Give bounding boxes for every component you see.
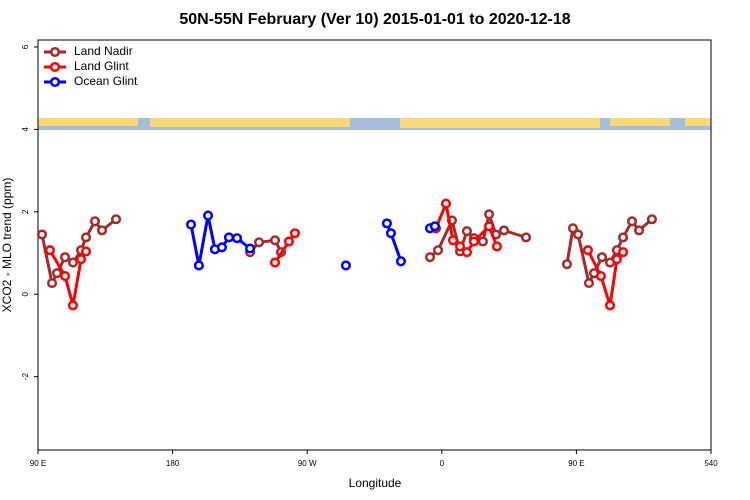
data-point (605, 300, 616, 311)
data-point (395, 256, 407, 267)
y-tick-label: -2 (21, 373, 30, 381)
data-point (484, 209, 495, 220)
x-tick-label: 90 W (298, 459, 317, 468)
data-point (47, 278, 58, 289)
x-tick-label: 540 (704, 459, 718, 468)
data-point (646, 214, 657, 225)
land-band (38, 118, 138, 126)
y-tick-label: 0 (21, 291, 30, 296)
data-point (67, 300, 79, 311)
x-tick-label: 180 (166, 459, 180, 468)
data-point (440, 198, 452, 209)
legend-marker (49, 76, 61, 88)
x-tick-label: 0 (440, 459, 445, 468)
data-point (520, 232, 532, 243)
data-point (223, 232, 235, 243)
data-point (567, 223, 579, 234)
data-point (44, 245, 56, 256)
land-band (150, 118, 350, 127)
data-point (461, 226, 472, 237)
data-point (216, 242, 228, 253)
y-tick-label: 6 (21, 44, 30, 49)
data-point (89, 216, 101, 227)
data-point (289, 228, 300, 239)
data-point (561, 259, 573, 270)
legend-label: Land Nadir (74, 44, 133, 58)
data-point (429, 221, 440, 232)
data-point (498, 225, 510, 236)
data-point (595, 271, 606, 282)
data-point (618, 247, 629, 258)
data-point (67, 257, 79, 268)
series-line (40, 212, 653, 285)
data-point (596, 252, 608, 263)
series-line (48, 202, 625, 307)
data-point (454, 241, 466, 252)
data-point (572, 229, 584, 240)
x-tick-label: 90 E (30, 459, 46, 468)
data-point (185, 219, 197, 230)
y-tick-label: 2 (21, 209, 30, 214)
data-point (634, 225, 645, 236)
data-point (618, 232, 629, 243)
data-point (447, 235, 459, 246)
data-point (385, 228, 397, 239)
data-point (36, 229, 48, 240)
land-band (610, 118, 670, 126)
legend-label: Ocean Glint (74, 74, 138, 88)
y-axis-label: XCO2 - MLO trend (ppm) (0, 178, 14, 313)
plot-frame (37, 39, 712, 451)
data-point (80, 232, 92, 243)
legend-marker (49, 61, 61, 73)
data-point (80, 246, 92, 257)
data-point (611, 254, 622, 265)
land-band (685, 118, 711, 126)
data-point (484, 221, 495, 232)
data-point (269, 257, 281, 268)
land-band (400, 118, 600, 128)
data-point (193, 260, 204, 271)
x-axis-label: Longitude (349, 476, 402, 490)
data-point (245, 243, 256, 254)
data-point (626, 216, 638, 227)
data-point (269, 235, 281, 246)
data-point (96, 225, 108, 236)
chart-title: 50N-55N February (Ver 10) 2015-01-01 to … (179, 11, 570, 28)
data-point (202, 210, 214, 221)
data-point (253, 237, 265, 248)
data-point (583, 278, 595, 289)
legend-marker (49, 46, 61, 58)
data-point (60, 252, 71, 263)
data-point (461, 247, 472, 258)
data-point (340, 260, 351, 271)
data-point (433, 245, 444, 256)
data-point (424, 252, 436, 263)
y-tick-label: 4 (21, 127, 30, 132)
data-point (51, 268, 63, 279)
legend-label: Land Glint (74, 59, 129, 73)
data-point (232, 233, 243, 244)
data-point (381, 218, 392, 229)
data-point (283, 236, 295, 247)
x-tick-label: 90 E (568, 459, 584, 468)
data-point (111, 214, 122, 225)
data-point (76, 254, 87, 265)
data-point (477, 236, 488, 247)
data-point (468, 236, 480, 247)
data-point (582, 245, 593, 256)
data-point (491, 241, 503, 252)
land-ocean-band (38, 118, 711, 130)
data-point (60, 271, 71, 282)
